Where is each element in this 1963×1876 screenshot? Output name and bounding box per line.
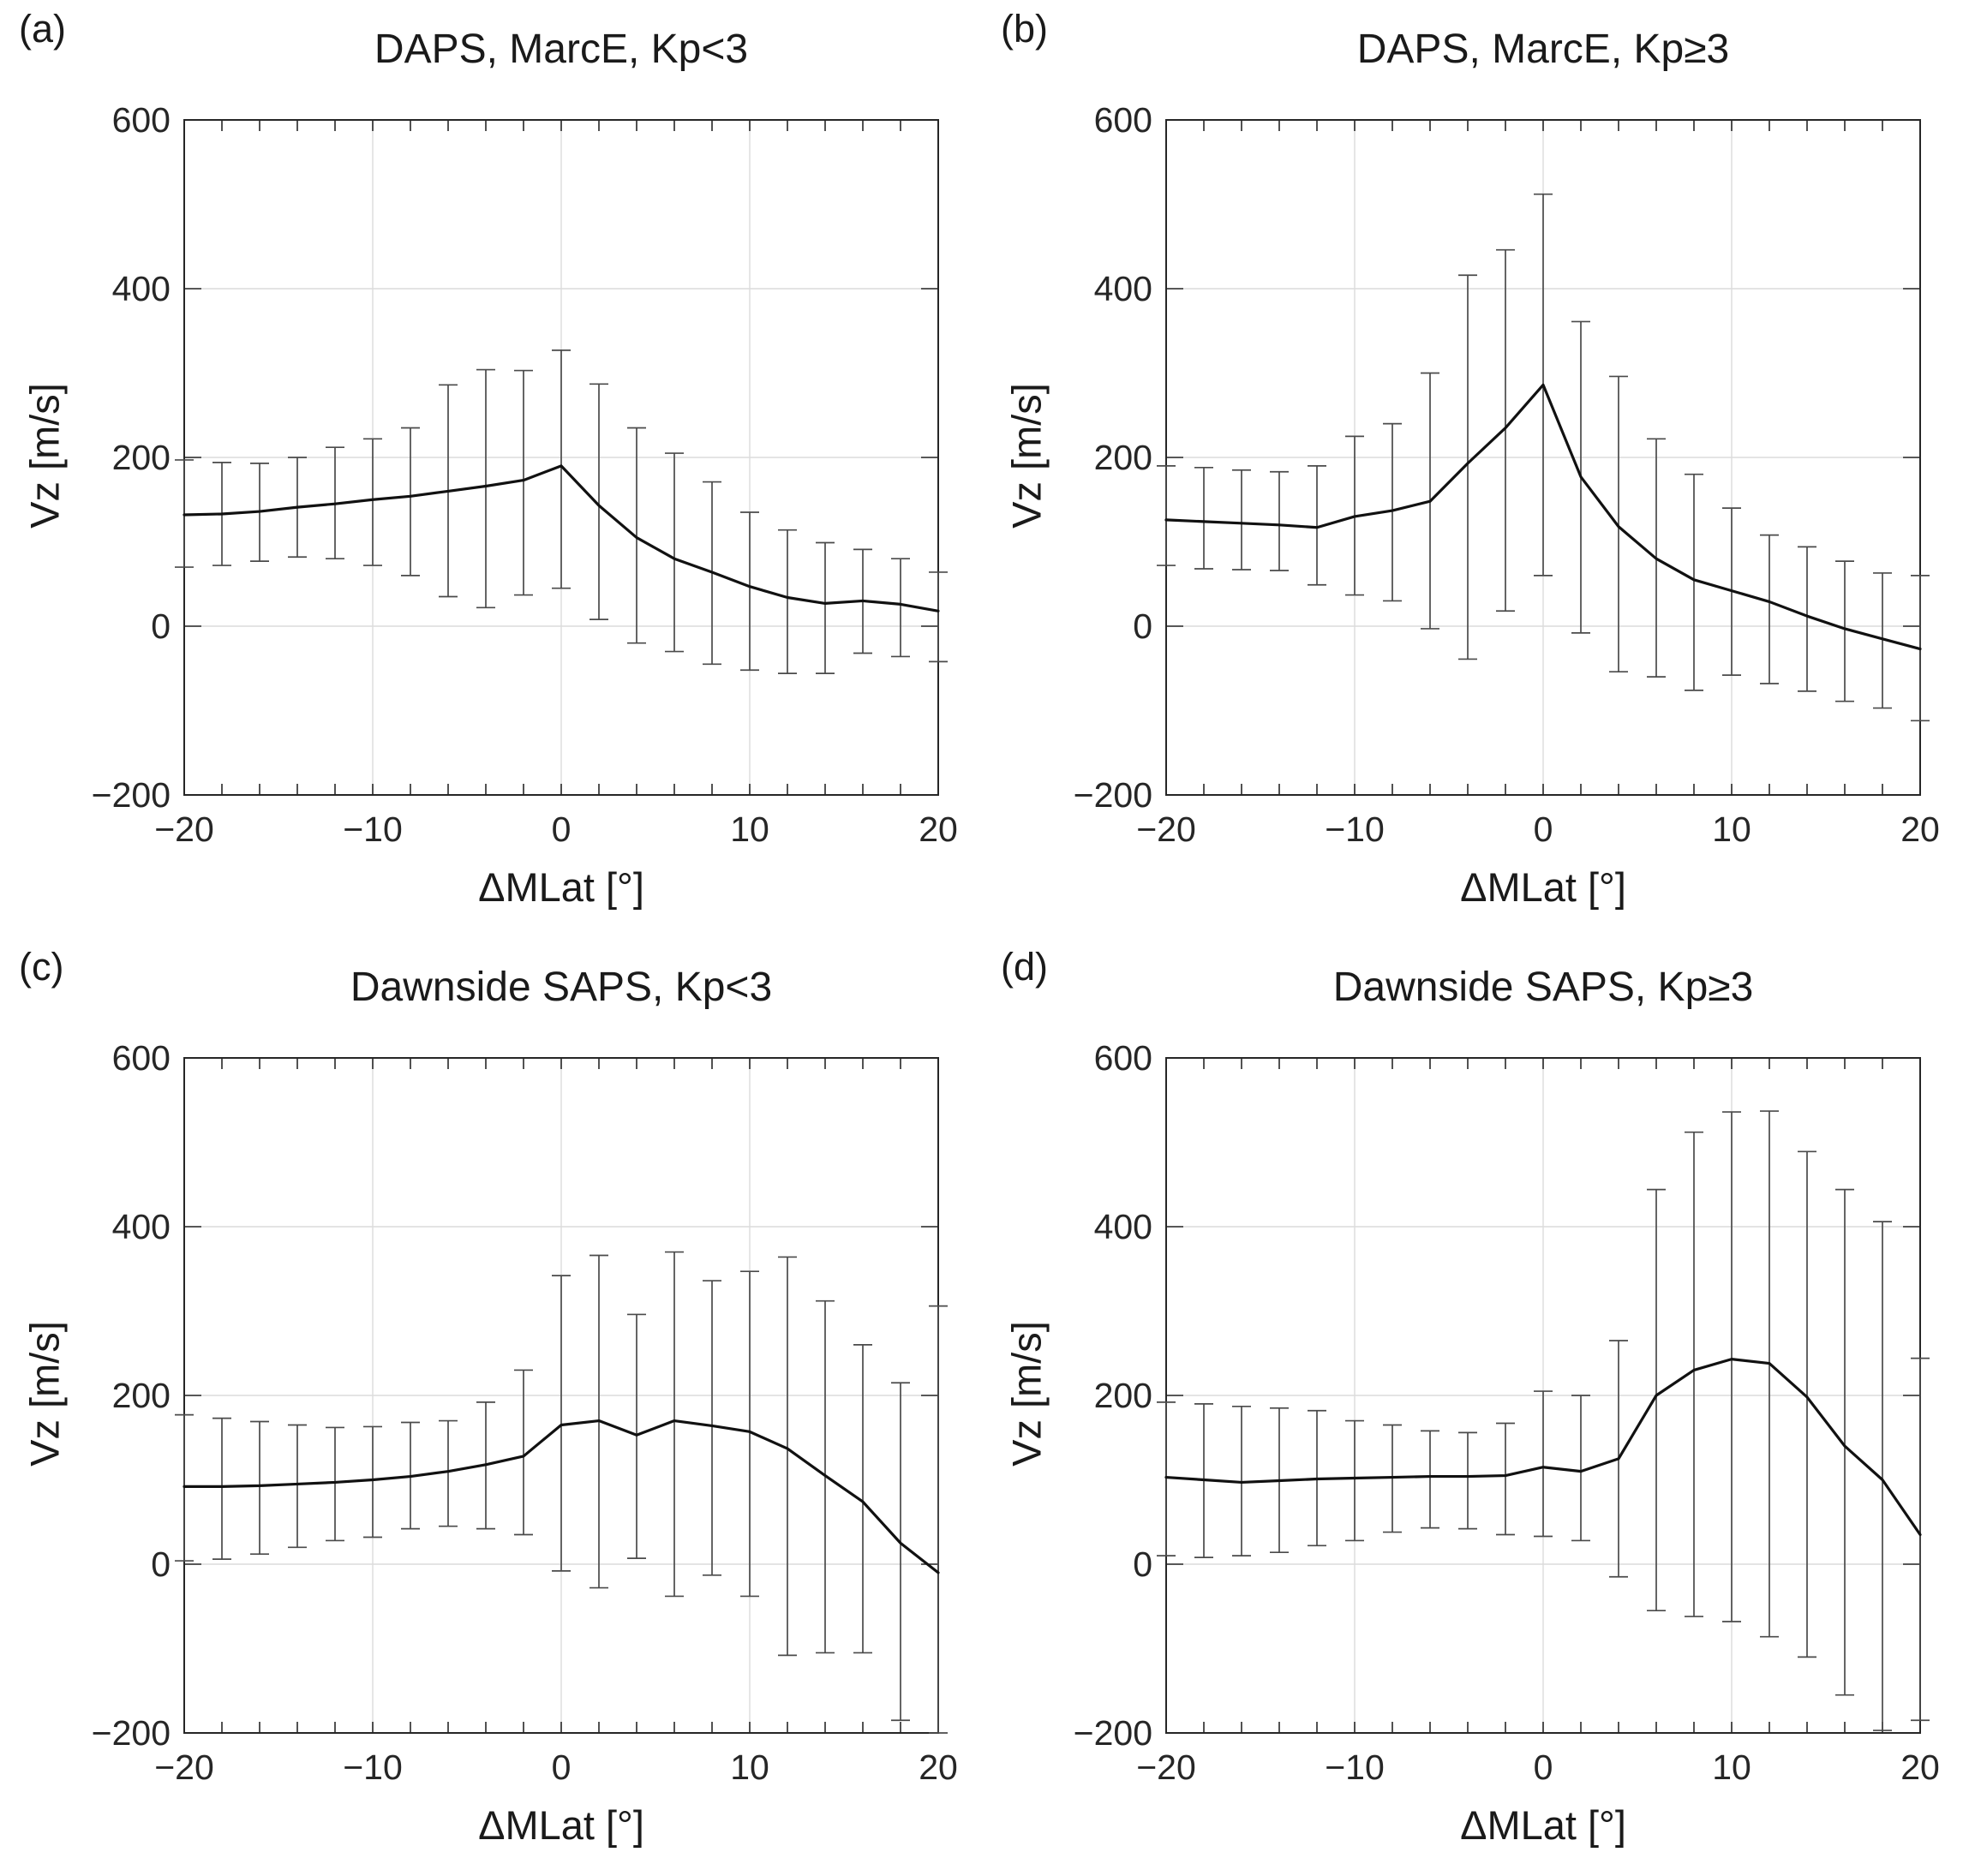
svg-text:−200: −200	[1074, 775, 1152, 815]
svg-text:−20: −20	[154, 810, 214, 849]
svg-text:200: 200	[1094, 1376, 1152, 1415]
panel-a-xlabel: ΔMLat [°]	[478, 864, 644, 910]
svg-text:10: 10	[1712, 810, 1751, 849]
svg-text:20: 20	[1900, 810, 1940, 849]
panel-d-xlabel: ΔMLat [°]	[1460, 1802, 1626, 1848]
svg-text:0: 0	[151, 606, 171, 646]
svg-text:600: 600	[112, 1038, 171, 1078]
panel-c-title: Dawnside SAPS, Kp<3	[350, 965, 773, 1010]
panel-c-xlabel: ΔMLat [°]	[478, 1802, 644, 1848]
panel-d-plot-area: −20 −10 0 10 20 −200 0 200 400 600	[1074, 1038, 1940, 1787]
svg-text:400: 400	[1094, 1207, 1152, 1246]
svg-text:600: 600	[1094, 1038, 1152, 1078]
svg-text:400: 400	[112, 269, 171, 308]
svg-text:−20: −20	[1136, 1748, 1196, 1787]
svg-text:20: 20	[919, 810, 958, 849]
svg-text:0: 0	[1534, 1748, 1553, 1787]
svg-text:200: 200	[1094, 438, 1152, 477]
panel-a-plot-area: −20 −10 0 10 20 −200 0 200 400 600	[92, 100, 958, 849]
svg-text:400: 400	[112, 1207, 171, 1246]
svg-text:600: 600	[1094, 100, 1152, 140]
svg-text:10: 10	[730, 810, 769, 849]
panel-d-title: Dawnside SAPS, Kp≥3	[1332, 965, 1754, 1010]
svg-text:10: 10	[730, 1748, 769, 1787]
svg-text:200: 200	[112, 1376, 171, 1415]
svg-text:20: 20	[1900, 1748, 1940, 1787]
panel-b: (b) DAPS, MarcE, Kp≥3 Vz [m/s] ΔMLat [°]…	[982, 0, 1963, 938]
svg-text:10: 10	[1712, 1748, 1751, 1787]
panel-a: (a) DAPS, MarcE, Kp<3 Vz [m/s] ΔMLat [°]…	[0, 0, 981, 938]
svg-text:−200: −200	[92, 1713, 171, 1753]
svg-text:−20: −20	[1136, 810, 1196, 849]
panel-c-plot-area: −20 −10 0 10 20 −200 0 200 400 600	[92, 1038, 958, 1787]
svg-text:−10: −10	[343, 810, 403, 849]
panel-a-title: DAPS, MarcE, Kp<3	[374, 27, 749, 72]
svg-text:0: 0	[151, 1544, 171, 1584]
svg-text:−200: −200	[1074, 1713, 1152, 1753]
svg-text:−20: −20	[154, 1748, 214, 1787]
svg-text:400: 400	[1094, 269, 1152, 308]
panel-c: (c) Dawnside SAPS, Kp<3 Vz [m/s] ΔMLat […	[0, 938, 981, 1876]
svg-text:0: 0	[1534, 810, 1553, 849]
svg-text:0: 0	[1133, 606, 1152, 646]
panel-b-xlabel: ΔMLat [°]	[1460, 864, 1626, 910]
panel-d-label: (d)	[1001, 945, 1048, 989]
panel-d: (d) Dawnside SAPS, Kp≥3 Vz [m/s] ΔMLat […	[982, 938, 1963, 1876]
panel-b-title: DAPS, MarcE, Kp≥3	[1356, 27, 1730, 72]
panel-b-plot-area: −20 −10 0 10 20 −200 0 200 400 600	[1074, 100, 1940, 849]
svg-text:200: 200	[112, 438, 171, 477]
svg-text:−200: −200	[92, 775, 171, 815]
svg-text:20: 20	[919, 1748, 958, 1787]
panel-a-label: (a)	[19, 7, 66, 51]
svg-text:0: 0	[552, 810, 572, 849]
svg-text:−10: −10	[343, 1748, 403, 1787]
panel-c-label: (c)	[19, 945, 64, 989]
panel-b-label: (b)	[1001, 7, 1048, 51]
svg-text:−10: −10	[1325, 810, 1385, 849]
svg-text:0: 0	[552, 1748, 572, 1787]
svg-text:0: 0	[1133, 1544, 1152, 1584]
svg-text:600: 600	[112, 100, 171, 140]
svg-text:−10: −10	[1325, 1748, 1385, 1787]
